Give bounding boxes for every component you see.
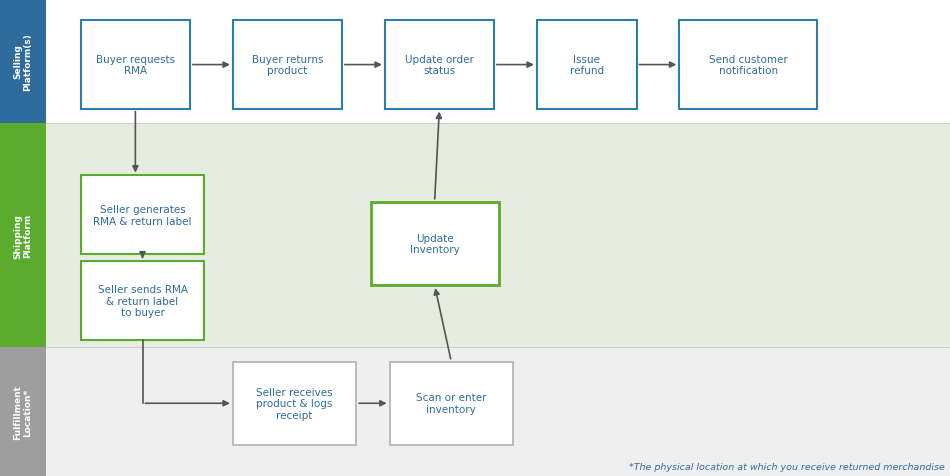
Bar <box>370 202 499 286</box>
Bar <box>0 124 46 347</box>
Text: Fulfillment
Location*: Fulfillment Location* <box>13 384 32 439</box>
Text: Scan or enter
inventory: Scan or enter inventory <box>416 393 486 414</box>
Text: Seller receives
product & logs
receipt: Seller receives product & logs receipt <box>256 387 332 420</box>
Bar <box>537 21 637 109</box>
Text: Buyer requests
RMA: Buyer requests RMA <box>96 55 175 76</box>
Text: Seller generates
RMA & return label: Seller generates RMA & return label <box>93 205 192 226</box>
Bar <box>679 21 817 109</box>
Text: *The physical location at which you receive returned merchandise: *The physical location at which you rece… <box>629 462 945 471</box>
Bar <box>81 262 204 340</box>
Text: Selling
Platform(s): Selling Platform(s) <box>13 33 32 91</box>
Text: Shipping
Platform: Shipping Platform <box>13 213 32 258</box>
Text: Issue
refund: Issue refund <box>570 55 603 76</box>
Text: Update
Inventory: Update Inventory <box>409 233 460 255</box>
Text: Update order
status: Update order status <box>405 55 474 76</box>
Bar <box>390 362 513 445</box>
Text: Seller sends RMA
& return label
to buyer: Seller sends RMA & return label to buyer <box>98 285 187 317</box>
Bar <box>81 21 190 109</box>
Bar <box>0 0 46 124</box>
Bar <box>46 0 950 124</box>
Bar <box>233 362 356 445</box>
Bar <box>0 347 46 476</box>
Bar <box>46 347 950 476</box>
Bar <box>46 124 950 347</box>
Bar <box>385 21 494 109</box>
Text: Send customer
notification: Send customer notification <box>709 55 788 76</box>
Text: Buyer returns
product: Buyer returns product <box>252 55 323 76</box>
Bar <box>233 21 342 109</box>
Bar <box>81 176 204 255</box>
